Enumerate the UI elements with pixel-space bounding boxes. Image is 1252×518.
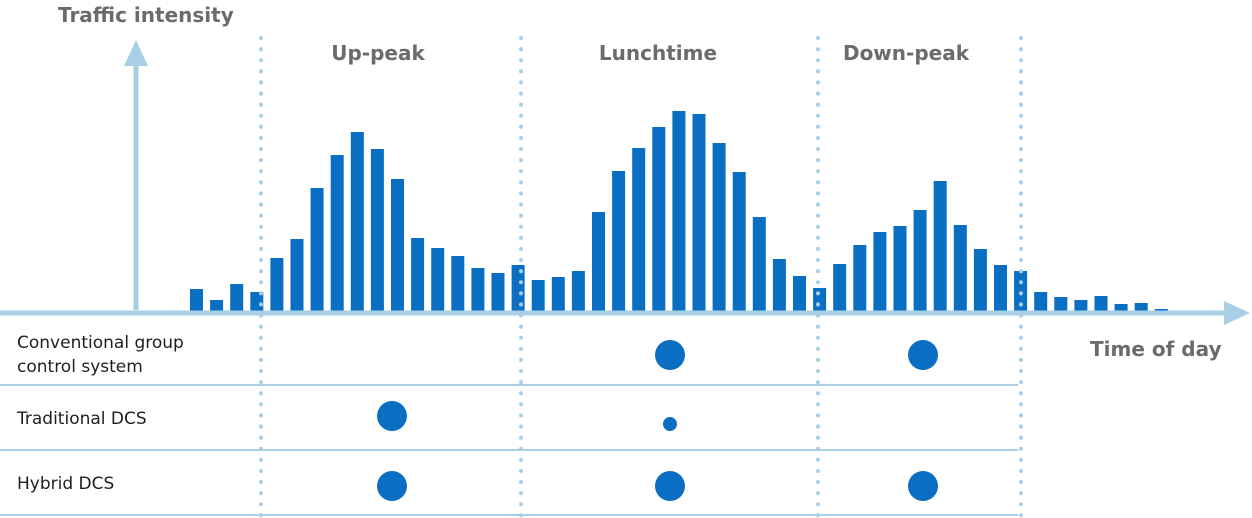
y-axis-arrowhead [124,40,148,66]
suitability-dot-large [655,340,685,370]
row-label-conventional-line2: control system [17,357,143,377]
bar [451,256,465,311]
bar [411,238,425,311]
dots-group [377,340,938,501]
bar [1014,271,1028,311]
bar [652,127,666,311]
bar [370,149,384,311]
bar [431,248,445,311]
bar [672,111,686,311]
bar [933,181,947,311]
suitability-dot-large [655,471,685,501]
bar [1134,303,1148,311]
period-label-down-peak: Down-peak [843,41,970,65]
row-label-conventional-line1: Conventional group [17,333,184,353]
suitability-dot-large [377,401,407,431]
bar [1074,300,1088,311]
bar [973,249,987,311]
bar [953,225,967,311]
period-label-up-peak: Up-peak [331,41,425,65]
bar [391,179,404,311]
bar [290,239,304,311]
bar [793,276,806,311]
bar [833,264,847,311]
period-dividers [259,36,1023,518]
bar [1114,304,1128,311]
bar [873,232,887,311]
bar [1034,292,1048,311]
bar [511,265,525,311]
suitability-dot-small [663,417,677,431]
bar [350,132,364,311]
bar [531,280,545,311]
bar [571,271,585,311]
suitability-dot-large [908,340,938,370]
bar [230,284,244,311]
bar [732,172,746,311]
x-axis-arrowhead [1224,301,1250,325]
bar [813,288,827,311]
bar [853,245,867,311]
bar [471,268,485,311]
bar [1094,296,1108,311]
bar [491,273,505,311]
bar [913,210,927,311]
bar [270,258,284,311]
bar [712,143,726,311]
bar [310,188,324,311]
bar [612,171,626,311]
bar [551,277,565,311]
y-axis-label: Traffic intensity [58,3,234,27]
period-label-lunchtime: Lunchtime [599,41,717,65]
bar [893,226,907,311]
bar [592,212,605,311]
bar [1154,309,1168,311]
x-axis-label: Time of day [1090,337,1222,361]
bar [330,155,344,311]
row-label-hybrid-dcs: Hybrid DCS [17,474,114,494]
bar [210,300,224,311]
bar [190,289,203,311]
bar [1054,297,1068,311]
suitability-dot-large [908,471,938,501]
bars-group [190,111,1168,311]
suitability-dot-large [377,471,407,501]
bar [994,265,1007,311]
bar [632,148,646,311]
bar [692,114,706,311]
bar [772,259,786,311]
bar [752,217,766,311]
row-label-traditional-dcs: Traditional DCS [16,409,147,429]
